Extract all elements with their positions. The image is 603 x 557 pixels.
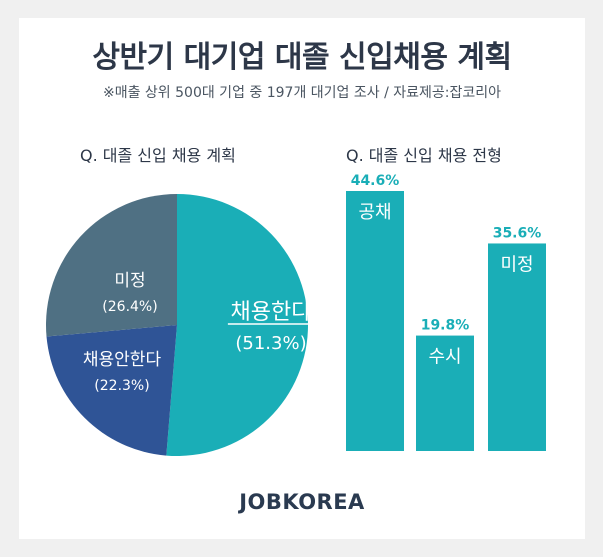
bar-value-label: 19.8% (421, 318, 470, 334)
bar-value-label: 35.6% (493, 225, 542, 241)
bar-value-label: 44.6% (351, 173, 400, 189)
page-title: 상반기 대기업 대졸 신입채용 계획 (92, 40, 512, 75)
pie-slice (46, 325, 177, 456)
pie-slice-value-label: (26.4%) (102, 299, 157, 315)
page-subtitle: ※매출 상위 500대 기업 중 197개 대기업 조사 / 자료제공:잡코리아 (102, 85, 502, 101)
pie-slice-value-label: (51.3%) (235, 333, 306, 354)
infographic-card: 상반기 대기업 대졸 신입채용 계획 ※매출 상위 500대 기업 중 197개… (19, 18, 585, 539)
bar-chart-title: Q. 대졸 신입 채용 전형 (346, 146, 502, 165)
bar-category-label: 수시 (428, 347, 461, 368)
pie-slice (166, 194, 309, 456)
charts-canvas: 채용한다 (51.3%) 채용안한다 (22.3%) 미정 (26.4%) 44.6% 공채 1… (46, 173, 546, 456)
pie-chart-title: Q. 대졸 신입 채용 계획 (80, 146, 236, 165)
pie-slice-label: 채용안한다 (83, 350, 162, 370)
pie-slice-value-label: (22.3%) (94, 378, 149, 394)
bar-category-label: 공채 (358, 202, 391, 223)
bar-category-label: 미정 (500, 254, 533, 275)
bar (488, 243, 546, 451)
bar (416, 335, 474, 451)
bar (346, 191, 404, 451)
pie-slice-label: 채용한다 (231, 300, 312, 325)
pie-slice-label: 미정 (114, 271, 145, 291)
jobkorea-logo: JOBKOREA (239, 490, 365, 514)
pie-slice (46, 194, 177, 337)
